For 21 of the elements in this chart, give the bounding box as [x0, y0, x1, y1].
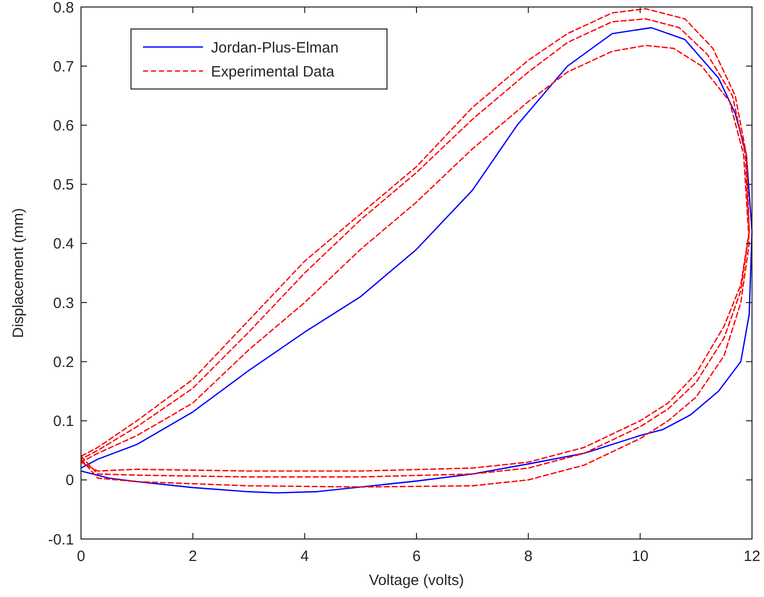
x-tick-label: 6 — [412, 548, 421, 565]
y-tick-label: 0.7 — [53, 58, 74, 76]
x-tick-label: 12 — [744, 548, 760, 565]
legend-label: Experimental Data — [211, 63, 336, 80]
x-tick-label: 10 — [632, 548, 649, 565]
y-axis-title: Displacement (mm) — [10, 208, 27, 338]
y-tick-label: 0.4 — [53, 236, 74, 253]
y-tick-label: 0.2 — [53, 354, 74, 371]
x-tick-label: 2 — [188, 548, 198, 565]
x-tick-label: 8 — [524, 548, 533, 565]
x-tick-label: 4 — [300, 548, 309, 565]
y-tick-label: 0.1 — [53, 413, 74, 430]
x-axis-title: Voltage (volts) — [368, 572, 464, 589]
y-tick-label: -0.1 — [48, 531, 74, 548]
x-tick-label: 0 — [76, 548, 86, 565]
legend-label: Jordan-Plus-Elman — [211, 39, 339, 56]
y-tick-label: 0.6 — [53, 117, 74, 134]
y-tick-label: 0 — [66, 472, 74, 490]
y-tick-label: 0.8 — [53, 0, 74, 16]
y-tick-label: 0.3 — [53, 294, 74, 312]
y-tick-label: 0.5 — [53, 176, 74, 194]
